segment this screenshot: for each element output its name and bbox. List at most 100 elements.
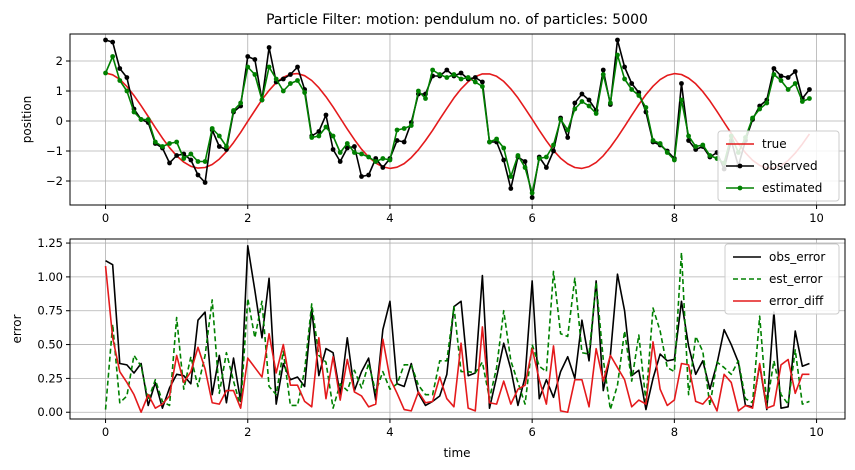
estimated-point <box>401 126 407 131</box>
chart-title: Particle Filter: motion: pendulum no. of… <box>266 12 648 28</box>
error-x-tick-label: 4 <box>386 425 393 439</box>
estimated-point <box>515 153 521 158</box>
error-x-tick-label: 2 <box>244 425 251 439</box>
observed-point <box>444 67 450 73</box>
estimated-point <box>508 174 514 179</box>
estimated-point <box>188 151 194 157</box>
observed-point <box>316 129 322 134</box>
estimated-point <box>636 93 642 98</box>
observed-point <box>359 174 364 179</box>
position-x-tick-label: 0 <box>102 211 109 225</box>
estimated-point <box>778 78 784 83</box>
estimated-point <box>465 75 471 80</box>
estimated-point <box>487 139 492 145</box>
observed-point <box>586 97 592 103</box>
estimated-point <box>479 84 485 89</box>
est-error-legend-label: est_error <box>769 272 822 286</box>
est-error-series-line <box>104 251 810 411</box>
true-series-line <box>105 72 811 170</box>
error-legend-box <box>724 243 840 315</box>
estimated-point <box>309 135 315 140</box>
observed-point <box>337 159 343 164</box>
observed-point <box>807 87 812 92</box>
position-legend: true observed estimated <box>717 130 840 202</box>
estimated-point <box>572 106 578 112</box>
error-y-tick-label: 0.75 <box>37 304 63 318</box>
estimated-point <box>280 88 286 94</box>
observed-point <box>344 145 350 151</box>
estimated-point <box>408 123 414 128</box>
error-x-tick-label: 6 <box>528 425 535 439</box>
estimated-point <box>245 64 251 70</box>
estimated-point <box>415 88 421 94</box>
estimated-point <box>394 127 400 133</box>
position-axes-frame <box>69 33 846 206</box>
position-legend-box <box>717 130 840 202</box>
estimated-point <box>437 72 443 77</box>
estimated-point <box>160 144 165 149</box>
estimated-point <box>387 157 393 163</box>
estimated-point <box>238 100 244 106</box>
obs-error-legend-label: obs_error <box>769 250 825 264</box>
error-y-tick-label: 0.25 <box>37 371 63 385</box>
error-panel: 0 2 4 6 8 10 0.00 0.25 0.50 0.75 1.00 1.25 error ti… <box>10 236 846 460</box>
estimated-point <box>323 124 329 130</box>
estimated-point <box>124 88 130 94</box>
error-axes-frame <box>69 238 846 420</box>
estimated-point <box>607 100 613 106</box>
observed-point <box>551 148 556 154</box>
observed-point <box>202 180 208 185</box>
observed-point <box>458 70 464 76</box>
estimated-point <box>807 96 812 101</box>
observed-legend-label: observed <box>762 159 818 173</box>
observed-point <box>522 159 528 164</box>
observed-point <box>216 144 222 149</box>
estimated-point <box>629 87 635 92</box>
estimated-point <box>359 151 364 157</box>
observed-point <box>266 45 272 50</box>
position-series-layer <box>103 37 812 200</box>
estimated-point <box>337 150 343 155</box>
observed-point <box>508 186 514 191</box>
estimated-point <box>195 159 201 164</box>
error-x-axis-label: time <box>443 446 470 460</box>
error-x-tick-label: 8 <box>671 425 678 439</box>
estimated-point <box>430 67 436 73</box>
observed-point <box>288 72 293 77</box>
observed-point <box>195 172 201 178</box>
estimated-point <box>622 76 627 82</box>
observed-point <box>472 75 478 80</box>
error-diff-series-line <box>104 265 810 414</box>
estimated-point <box>771 72 777 77</box>
error-ticks: 0 2 4 6 8 10 0.00 0.25 0.50 0.75 1.00 1.25 <box>37 236 823 439</box>
estimated-point <box>145 117 151 122</box>
estimated-point <box>593 111 599 116</box>
observed-point <box>771 66 777 71</box>
estimated-point <box>444 75 450 80</box>
observed-point <box>501 157 507 163</box>
position-x-tick-label: 2 <box>244 211 251 225</box>
estimated-point <box>600 72 606 77</box>
observed-point <box>330 147 336 152</box>
observed-point <box>323 112 329 118</box>
estimated-point <box>679 97 684 103</box>
observed-point <box>629 81 635 86</box>
estimated-point <box>522 165 528 170</box>
estimated-point <box>501 145 507 151</box>
estimated-point <box>273 76 279 82</box>
observed-point <box>615 37 620 43</box>
estimated-point <box>551 142 556 148</box>
estimated-point <box>558 117 563 122</box>
estimated-point <box>131 109 137 115</box>
observed-point <box>280 76 286 82</box>
obs-error-series-line <box>105 244 810 411</box>
observed-point <box>401 139 407 145</box>
estimated-point <box>657 141 663 146</box>
observed-point <box>394 138 400 143</box>
estimated-point <box>252 72 258 77</box>
observed-point <box>174 153 180 158</box>
estimated-point <box>216 133 222 139</box>
estimated-point <box>615 52 620 58</box>
error-x-tick-label: 0 <box>102 425 109 439</box>
